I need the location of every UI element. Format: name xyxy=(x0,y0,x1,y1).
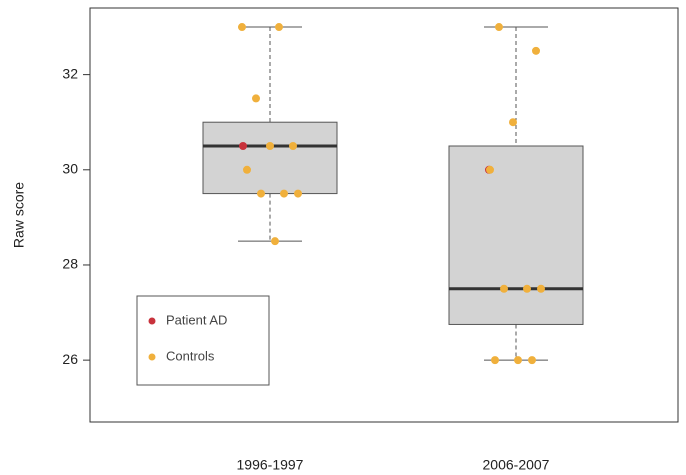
box xyxy=(448,145,584,325)
legend-swatch xyxy=(148,317,156,325)
y-axis-label: Raw score xyxy=(11,182,27,248)
point xyxy=(280,189,288,198)
point xyxy=(294,189,302,198)
point xyxy=(486,165,494,174)
y-tick-label: 28 xyxy=(62,256,78,272)
point xyxy=(266,142,274,150)
y-tick-label: 32 xyxy=(62,65,78,81)
legend-swatch xyxy=(148,353,156,361)
y-tick-label: 26 xyxy=(62,351,78,367)
point xyxy=(275,23,283,32)
point xyxy=(271,237,279,246)
point xyxy=(500,284,508,293)
y-tick-label: 30 xyxy=(62,160,78,176)
box xyxy=(202,121,338,195)
legend-label: Controls xyxy=(166,348,215,363)
plot-frame xyxy=(89,7,679,423)
point xyxy=(252,94,260,103)
x-tick-label: 2006-2007 xyxy=(483,457,550,473)
point xyxy=(532,46,540,55)
legend-label: Patient AD xyxy=(166,312,227,327)
point xyxy=(239,142,247,150)
point xyxy=(243,165,251,174)
point xyxy=(289,142,297,150)
point xyxy=(528,356,536,365)
point xyxy=(509,118,517,127)
x-tick-label: 1996-1997 xyxy=(237,457,304,473)
point xyxy=(514,356,522,365)
point xyxy=(523,284,531,293)
point xyxy=(537,284,545,293)
point xyxy=(257,189,265,198)
point xyxy=(238,23,246,32)
point xyxy=(495,23,503,32)
legend-box xyxy=(136,295,270,386)
point xyxy=(491,356,499,365)
